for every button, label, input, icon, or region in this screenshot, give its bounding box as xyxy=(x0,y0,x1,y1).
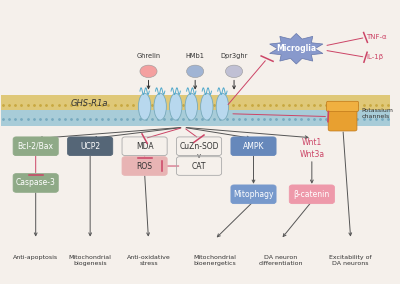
Text: CAT: CAT xyxy=(192,162,206,170)
FancyBboxPatch shape xyxy=(13,137,58,156)
Text: TNF-α: TNF-α xyxy=(366,34,387,40)
Text: ROS: ROS xyxy=(136,162,152,170)
Text: Anti-apoptosis: Anti-apoptosis xyxy=(13,255,58,260)
Text: HMb1: HMb1 xyxy=(186,53,204,59)
Circle shape xyxy=(187,65,204,78)
Ellipse shape xyxy=(216,93,229,120)
Text: Wnt1: Wnt1 xyxy=(302,137,322,147)
FancyBboxPatch shape xyxy=(231,137,276,156)
Text: Potassium
channels: Potassium channels xyxy=(362,108,394,119)
FancyBboxPatch shape xyxy=(68,137,113,156)
Ellipse shape xyxy=(201,93,213,120)
Text: IL-1β: IL-1β xyxy=(366,54,384,60)
Text: Bcl-2/Bax: Bcl-2/Bax xyxy=(18,142,54,151)
FancyBboxPatch shape xyxy=(327,101,358,112)
Text: CuZn-SOD: CuZn-SOD xyxy=(179,142,219,151)
FancyBboxPatch shape xyxy=(328,106,357,131)
Ellipse shape xyxy=(154,93,166,120)
Text: Caspase-3: Caspase-3 xyxy=(16,178,56,187)
Text: β-catenin: β-catenin xyxy=(294,190,330,199)
Text: AMPK: AMPK xyxy=(243,142,264,151)
Text: Microglia: Microglia xyxy=(276,44,316,53)
Bar xyxy=(1,110,390,126)
Text: Mitophagy: Mitophagy xyxy=(233,190,274,199)
Ellipse shape xyxy=(138,93,151,120)
Polygon shape xyxy=(270,34,323,64)
Text: Anti-oxidative
stress: Anti-oxidative stress xyxy=(127,255,170,266)
FancyBboxPatch shape xyxy=(13,174,58,192)
Text: Ghrelin: Ghrelin xyxy=(136,53,160,59)
Text: Excitability of
DA neurons: Excitability of DA neurons xyxy=(330,255,372,266)
Ellipse shape xyxy=(170,93,182,120)
Text: GHS-R1a: GHS-R1a xyxy=(71,99,108,108)
Text: Mitochondrial
bioenergetics: Mitochondrial bioenergetics xyxy=(193,255,236,266)
Text: MDA: MDA xyxy=(136,142,154,151)
Text: Dpr3ghr: Dpr3ghr xyxy=(220,53,248,59)
Ellipse shape xyxy=(185,93,198,120)
Text: UCP2: UCP2 xyxy=(80,142,100,151)
Circle shape xyxy=(226,65,243,78)
Text: Wnt3a: Wnt3a xyxy=(299,150,324,159)
FancyBboxPatch shape xyxy=(122,157,167,175)
FancyBboxPatch shape xyxy=(231,185,276,204)
Circle shape xyxy=(140,65,157,78)
Text: DA neuron
differentiation: DA neuron differentiation xyxy=(258,255,303,266)
Text: Mitochondrial
biogenesis: Mitochondrial biogenesis xyxy=(69,255,112,266)
Bar xyxy=(1,95,390,111)
FancyBboxPatch shape xyxy=(289,185,334,204)
